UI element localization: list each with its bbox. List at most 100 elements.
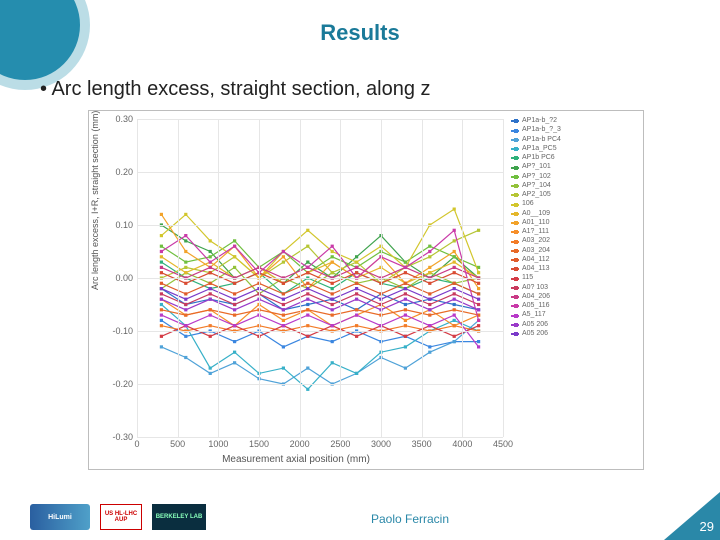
legend-label: A04_206 [522, 293, 550, 302]
slide-title: Results [0, 20, 720, 46]
legend-label: AP1a-b PC4 [522, 136, 561, 145]
legend-swatch [511, 268, 519, 270]
xtick-label: 3000 [371, 439, 391, 449]
legend-swatch [511, 167, 519, 169]
author-name: Paolo Ferracin [0, 512, 720, 526]
legend-swatch [511, 120, 519, 122]
legend-swatch [511, 259, 519, 261]
legend-label: A04_113 [522, 265, 550, 274]
legend-swatch [511, 296, 519, 298]
legend-item: A03_202 [511, 237, 639, 246]
legend-label: A04_112 [522, 256, 550, 265]
legend-label: A1?_111 [522, 228, 549, 237]
legend-item: A05_116 [511, 302, 639, 311]
legend-swatch [511, 305, 519, 307]
legend-swatch [511, 278, 519, 280]
legend-label: AP?_101 [522, 163, 551, 172]
legend-item: AP?_102 [511, 173, 639, 182]
legend-item: AP1a_PC5 [511, 145, 639, 154]
bullet-text: • Arc length excess, straight section, a… [40, 78, 431, 101]
x-axis-label: Measurement axial position (mm) [89, 454, 503, 465]
legend-label: 106 [522, 200, 534, 209]
legend-label: AP1a-b_?_3 [522, 126, 561, 135]
legend-swatch [511, 194, 519, 196]
legend-item: AP1a-b_?2 [511, 117, 639, 126]
legend-swatch [511, 204, 519, 206]
legend-item: AP1a-b_?_3 [511, 126, 639, 135]
xtick-label: 2500 [330, 439, 350, 449]
ytick-label: 0.20 [115, 167, 133, 177]
legend-item: A04_112 [511, 256, 639, 265]
page-number-corner: 29 [664, 492, 720, 540]
legend-item: A05 206 [511, 321, 639, 330]
legend-swatch [511, 157, 519, 159]
legend-item: A5_117 [511, 311, 639, 320]
legend-swatch [511, 250, 519, 252]
ytick-label: 0.00 [115, 273, 133, 283]
chart-frame: Arc length excess, I+R, straight section… [88, 110, 644, 470]
legend-item: A04_206 [511, 293, 639, 302]
legend-item: 115 [511, 274, 639, 283]
xtick-label: 3500 [412, 439, 432, 449]
legend-swatch [511, 213, 519, 215]
legend-item: A0__109 [511, 210, 639, 219]
ytick-label: -0.10 [112, 326, 133, 336]
xtick-label: 2000 [290, 439, 310, 449]
legend-item: A01_110 [511, 219, 639, 228]
legend-label: AP?_104 [522, 182, 551, 191]
legend-label: AP1a-b_?2 [522, 117, 557, 126]
legend-label: A03_204 [522, 247, 550, 256]
legend-swatch [511, 315, 519, 317]
legend-item: A04_113 [511, 265, 639, 274]
legend-label: A5_117 [522, 311, 546, 320]
legend-item: A1?_111 [511, 228, 639, 237]
ytick-label: 0.30 [115, 114, 133, 124]
legend-item: AP1b PC6 [511, 154, 639, 163]
ytick-label: -0.30 [112, 432, 133, 442]
plot-area: -0.30-0.20-0.100.000.100.200.30050010001… [137, 119, 503, 437]
ytick-label: 0.10 [115, 220, 133, 230]
legend-label: A05 206 [522, 321, 548, 330]
legend-item: A0? 103 [511, 284, 639, 293]
xtick-label: 0 [134, 439, 139, 449]
legend-swatch [511, 176, 519, 178]
legend-label: AP1b PC6 [522, 154, 555, 163]
footer: HiLumi US HL-LHC AUP BERKELEY LAB Paolo … [0, 490, 720, 540]
bullet-text-value: Arc length excess, straight section, alo… [51, 78, 430, 100]
legend-label: 115 [522, 274, 533, 283]
legend-label: AP?_102 [522, 173, 551, 182]
legend-swatch [511, 231, 519, 233]
legend-label: A05_116 [522, 302, 550, 311]
xtick-label: 1000 [208, 439, 228, 449]
legend-item: A03_204 [511, 247, 639, 256]
legend-item: 106 [511, 200, 639, 209]
legend-swatch [511, 333, 519, 335]
legend-item: AP2_105 [511, 191, 639, 200]
legend-swatch [511, 130, 519, 132]
legend-swatch [511, 148, 519, 150]
legend-swatch [511, 222, 519, 224]
legend-item: A05 206 [511, 330, 639, 339]
xtick-label: 4500 [493, 439, 513, 449]
legend-item: AP?_104 [511, 182, 639, 191]
slide: Results • Arc length excess, straight se… [0, 0, 720, 540]
legend-swatch [511, 241, 519, 243]
xtick-label: 1500 [249, 439, 269, 449]
legend-item: AP1a-b PC4 [511, 136, 639, 145]
y-axis-label: Arc length excess, I+R, straight section… [90, 111, 100, 290]
legend-swatch [511, 324, 519, 326]
legend-label: A01_110 [522, 219, 550, 228]
legend: AP1a-b_?2AP1a-b_?_3AP1a-b PC4AP1a_PC5AP1… [511, 117, 639, 339]
legend-label: AP1a_PC5 [522, 145, 557, 154]
legend-swatch [511, 287, 519, 289]
page-number: 29 [700, 519, 714, 534]
xtick-label: 500 [170, 439, 185, 449]
legend-item: AP?_101 [511, 163, 639, 172]
legend-label: A0? 103 [522, 284, 548, 293]
legend-swatch [511, 139, 519, 141]
ytick-label: -0.20 [112, 379, 133, 389]
legend-swatch [511, 185, 519, 187]
xtick-label: 4000 [452, 439, 472, 449]
legend-label: A03_202 [522, 237, 550, 246]
legend-label: A05 206 [522, 330, 548, 339]
